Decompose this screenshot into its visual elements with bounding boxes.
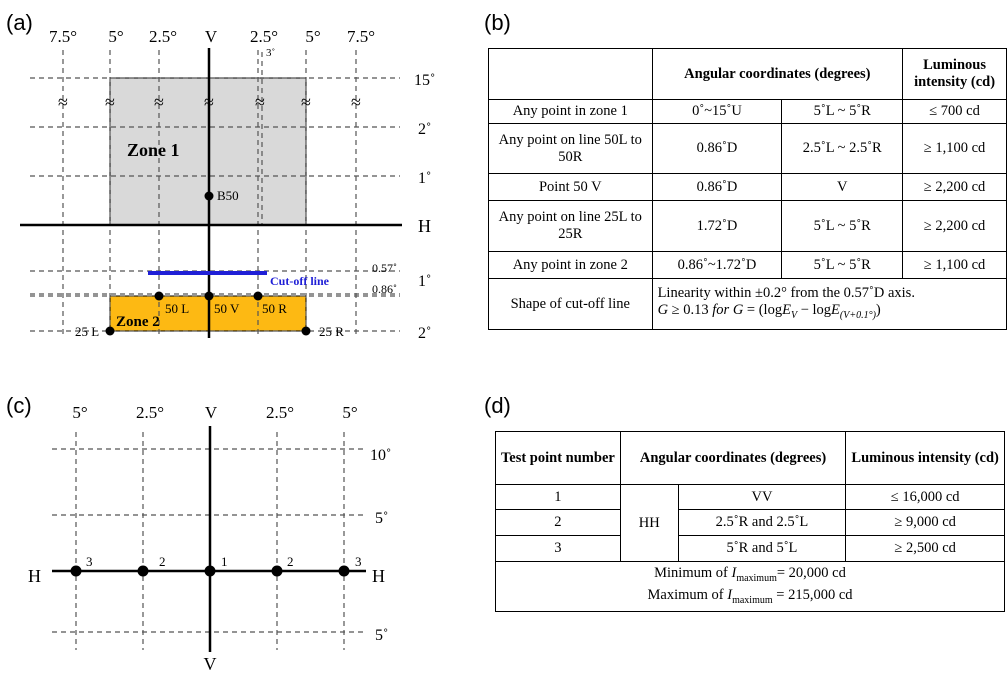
v-label-bottom: V <box>204 654 217 673</box>
svg-text:2.5°: 2.5° <box>266 403 294 422</box>
top-label: 2.5° <box>149 27 177 46</box>
point-25r <box>301 326 311 336</box>
top-label: 5° <box>108 27 123 46</box>
svg-text:≈: ≈ <box>105 92 115 112</box>
top-label: 2.5° <box>250 27 278 46</box>
shape-description: Linearity within ±0.2° from the 0.57˚D a… <box>651 278 1007 330</box>
table-d: Test point number Angular coordinates (d… <box>495 431 1005 612</box>
svg-text:≈: ≈ <box>351 92 361 112</box>
svg-text:1: 1 <box>221 554 228 569</box>
svg-text:50 V: 50 V <box>214 301 240 316</box>
top-angle-labels-c: 5° 2.5° V 2.5° 5° <box>72 403 357 422</box>
table-b: Angular coordinates (degrees) Luminous i… <box>488 48 1007 330</box>
svg-text:2˚: 2˚ <box>418 325 431 342</box>
table-row: Any point in zone 2 0.86˚~1.72˚D 5˚L ~ 5… <box>488 251 1007 279</box>
hh-cell: HH <box>619 484 679 562</box>
svg-text:≈: ≈ <box>301 92 311 112</box>
zone1-label: Zone 1 <box>127 140 180 160</box>
svg-text:25 L: 25 L <box>75 324 99 339</box>
table-row: 1 HH VV ≤ 16,000 cd <box>495 484 1005 562</box>
imax-min: Minimum of Imaximum= 20,000 cd <box>654 564 846 584</box>
svg-text:1˚: 1˚ <box>418 170 431 187</box>
table-row: 2 2.5˚R and 2.5˚L ≥ 9,000 cd <box>495 509 1005 536</box>
point-numbers-c: 3 2 1 2 3 <box>86 554 362 569</box>
table-d-header-row: Test point number Angular coordinates (d… <box>495 431 1005 485</box>
shape-formula: G ≥ 0.13 for G = (logEV − logE(V+0.1°)) <box>657 301 881 321</box>
table-row-shape: Shape of cut-off line Linearity within ±… <box>488 278 1007 330</box>
table-b-header-coords: Angular coordinates (degrees) <box>651 48 904 100</box>
svg-text:5˚: 5˚ <box>375 627 388 644</box>
top-label: 7.5° <box>347 27 375 46</box>
point-50v <box>204 291 214 301</box>
point-25l <box>105 326 115 336</box>
svg-text:≈: ≈ <box>154 92 164 112</box>
svg-text:≈: ≈ <box>255 92 265 112</box>
svg-text:1˚: 1˚ <box>418 273 431 290</box>
break-marks: ≈ ≈ ≈ ≈ ≈ ≈ ≈ <box>58 92 361 112</box>
svg-text:5˚: 5˚ <box>375 510 388 527</box>
cutoff-label: Cut-off line <box>270 274 330 288</box>
table-row: Any point in zone 1 0˚~15˚U 5˚L ~ 5˚R ≤ … <box>488 99 1007 124</box>
svg-text:3: 3 <box>355 554 362 569</box>
beam-pattern-diagram-a: ≈ ≈ ≈ ≈ ≈ ≈ ≈ 7.5° 5° 2.5° V 2.5° 5° 7.5… <box>20 27 435 342</box>
grid-verticals-c <box>75 432 345 650</box>
table-row: Any point on line 50L to 50R 0.86˚D 2.5˚… <box>488 123 1007 174</box>
table-row: Point 50 V 0.86˚D V ≥ 2,200 cd <box>488 173 1007 201</box>
panel-label-d: (d) <box>484 393 511 418</box>
svg-text:10˚: 10˚ <box>370 447 391 464</box>
svg-text:2.5°: 2.5° <box>136 403 164 422</box>
test-point-diagram-c: 5° 2.5° V 2.5° 5° 10˚ 5˚ 5˚ H H V 3 2 1 … <box>28 403 391 673</box>
panel-label-a: (a) <box>6 10 33 35</box>
svg-text:0.57˚: 0.57˚ <box>372 261 397 275</box>
svg-text:V: V <box>205 403 218 422</box>
right-angle-labels-c: 10˚ 5˚ 5˚ <box>370 447 391 644</box>
point-50r <box>253 291 263 301</box>
table-row: Any point on line 25L to 25R 1.72˚D 5˚L … <box>488 200 1007 252</box>
svg-text:0.86˚: 0.86˚ <box>372 282 397 296</box>
right-angle-labels-a: 15˚ 2˚ 1˚ H 0.57˚ 0.86˚ 1˚ 2˚ <box>372 72 435 342</box>
svg-text:50 R: 50 R <box>262 301 287 316</box>
grid-verticals <box>62 50 357 338</box>
point-labels-a: B50 50 L 50 V 50 R 25 L 25 R <box>75 188 344 339</box>
small-3-label: 3˚ <box>266 47 275 59</box>
test-points-c <box>70 565 350 577</box>
svg-text:≈: ≈ <box>58 92 68 112</box>
svg-text:5°: 5° <box>72 403 87 422</box>
svg-text:2: 2 <box>287 554 294 569</box>
table-d-footer: Minimum of Imaximum= 20,000 cd Maximum o… <box>495 561 1005 612</box>
top-label: 7.5° <box>49 27 77 46</box>
table-b-header-row: Angular coordinates (degrees) Luminous i… <box>488 48 1007 100</box>
imax-max: Maximum of Imaximum = 215,000 cd <box>647 586 853 606</box>
zone2-label: Zone 2 <box>116 314 160 330</box>
point-b50 <box>204 191 214 201</box>
svg-text:B50: B50 <box>217 188 239 203</box>
svg-text:2˚: 2˚ <box>418 121 431 138</box>
point-50l <box>154 291 164 301</box>
h-label-left: H <box>28 566 41 586</box>
panel-label-b: (b) <box>484 10 511 35</box>
table-row: 3 5˚R and 5˚L ≥ 2,500 cd <box>495 535 1005 562</box>
svg-text:50 L: 50 L <box>165 301 189 316</box>
top-label: 5° <box>305 27 320 46</box>
table-b-header-intensity: Luminous intensity (cd) <box>902 48 1007 100</box>
test-points-a <box>105 191 311 336</box>
top-angle-labels-a: 7.5° 5° 2.5° V 2.5° 5° 7.5° <box>49 27 375 46</box>
h-label-right: H <box>372 566 385 586</box>
panel-label-c: (c) <box>6 393 32 418</box>
svg-text:25 R: 25 R <box>319 324 344 339</box>
table-b-corner <box>488 48 653 100</box>
svg-text:15˚: 15˚ <box>414 72 435 89</box>
svg-text:2: 2 <box>159 554 166 569</box>
svg-text:≈: ≈ <box>204 92 214 112</box>
svg-text:H: H <box>418 216 431 236</box>
svg-text:5°: 5° <box>342 403 357 422</box>
top-label: V <box>205 27 218 46</box>
svg-text:3: 3 <box>86 554 93 569</box>
